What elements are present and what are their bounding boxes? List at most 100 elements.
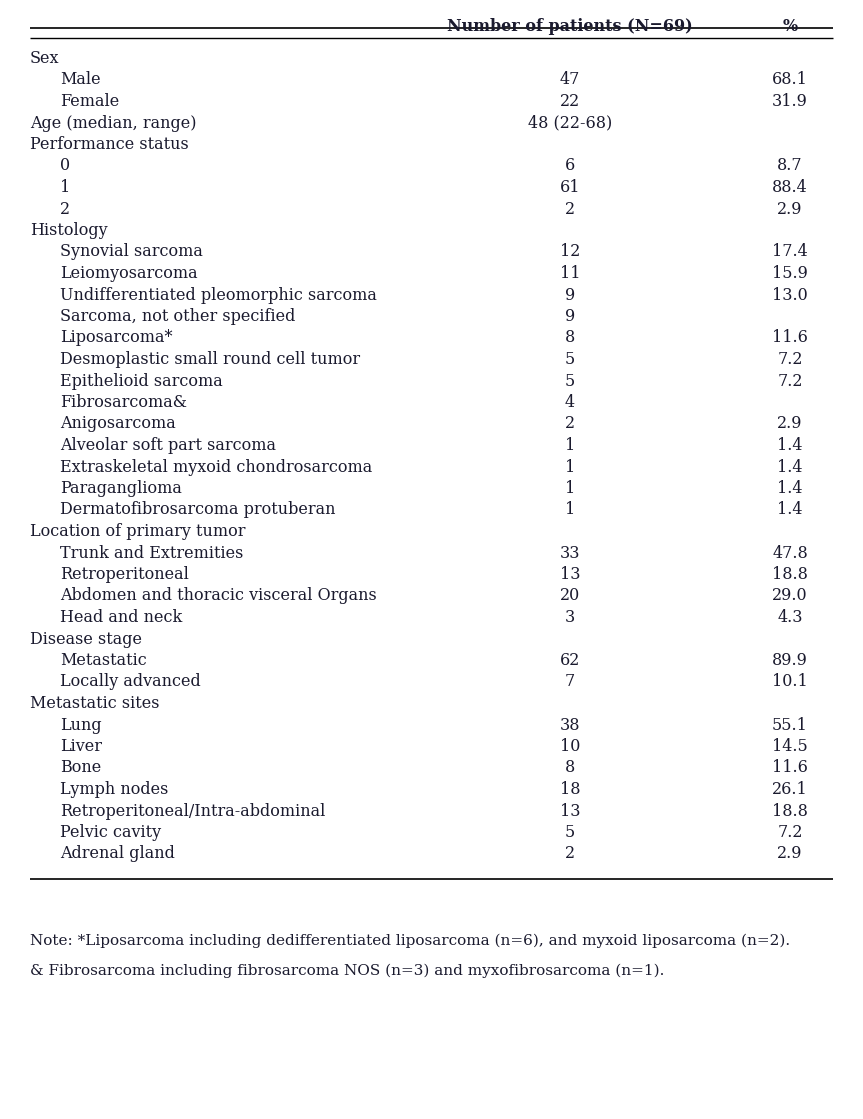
Text: Sarcoma, not other specified: Sarcoma, not other specified — [60, 308, 295, 325]
Text: Age (median, range): Age (median, range) — [30, 114, 197, 132]
Text: 13.0: 13.0 — [772, 286, 808, 303]
Text: 14.5: 14.5 — [772, 739, 808, 755]
Text: Pelvic cavity: Pelvic cavity — [60, 824, 161, 841]
Text: 7: 7 — [565, 674, 575, 690]
Text: 7.2: 7.2 — [778, 351, 803, 368]
Text: 5: 5 — [565, 373, 575, 389]
Text: 20: 20 — [560, 587, 580, 604]
Text: 1: 1 — [565, 501, 575, 518]
Text: 26.1: 26.1 — [772, 781, 808, 798]
Text: 11.6: 11.6 — [772, 329, 808, 347]
Text: 61: 61 — [560, 179, 580, 196]
Text: 33: 33 — [560, 545, 580, 562]
Text: 1.4: 1.4 — [778, 459, 803, 476]
Text: 2: 2 — [565, 200, 575, 217]
Text: Note: *Liposarcoma including dedifferentiated liposarcoma (n=6), and myxoid lipo: Note: *Liposarcoma including dedifferent… — [30, 934, 791, 949]
Text: 2: 2 — [565, 846, 575, 863]
Text: Lung: Lung — [60, 716, 102, 733]
Text: %: % — [783, 18, 797, 35]
Text: Female: Female — [60, 93, 119, 110]
Text: Lymph nodes: Lymph nodes — [60, 781, 168, 798]
Text: Extraskeletal myxoid chondrosarcoma: Extraskeletal myxoid chondrosarcoma — [60, 459, 372, 476]
Text: 2.9: 2.9 — [778, 200, 803, 217]
Text: Paraganglioma: Paraganglioma — [60, 480, 182, 497]
Text: Trunk and Extremities: Trunk and Extremities — [60, 545, 243, 562]
Text: & Fibrosarcoma including fibrosarcoma NOS (n=3) and myxofibrosarcoma (n=1).: & Fibrosarcoma including fibrosarcoma NO… — [30, 963, 665, 978]
Text: Liver: Liver — [60, 739, 102, 755]
Text: Desmoplastic small round cell tumor: Desmoplastic small round cell tumor — [60, 351, 360, 368]
Text: 15.9: 15.9 — [772, 265, 808, 282]
Text: 4.3: 4.3 — [778, 609, 803, 626]
Text: 1: 1 — [565, 438, 575, 454]
Text: 89.9: 89.9 — [772, 652, 808, 669]
Text: Retroperitoneal/Intra-abdominal: Retroperitoneal/Intra-abdominal — [60, 802, 325, 819]
Text: Synovial sarcoma: Synovial sarcoma — [60, 244, 203, 261]
Text: 0: 0 — [60, 158, 70, 175]
Text: Head and neck: Head and neck — [60, 609, 182, 626]
Text: Anigosarcoma: Anigosarcoma — [60, 415, 176, 433]
Text: 9: 9 — [565, 286, 575, 303]
Text: Alveolar soft part sarcoma: Alveolar soft part sarcoma — [60, 438, 276, 454]
Text: 47.8: 47.8 — [772, 545, 808, 562]
Text: Dermatofibrosarcoma protuberan: Dermatofibrosarcoma protuberan — [60, 501, 336, 518]
Text: Leiomyosarcoma: Leiomyosarcoma — [60, 265, 198, 282]
Text: Histology: Histology — [30, 222, 108, 239]
Text: 55.1: 55.1 — [772, 716, 808, 733]
Text: Retroperitoneal: Retroperitoneal — [60, 566, 189, 583]
Text: 2.9: 2.9 — [778, 846, 803, 863]
Text: 10.1: 10.1 — [772, 674, 808, 690]
Text: 1: 1 — [565, 459, 575, 476]
Text: 18.8: 18.8 — [772, 802, 808, 819]
Text: Number of patients (N=69): Number of patients (N=69) — [447, 18, 693, 35]
Text: 68.1: 68.1 — [772, 72, 808, 88]
Text: 38: 38 — [560, 716, 580, 733]
Text: 11: 11 — [560, 265, 580, 282]
Text: 12: 12 — [560, 244, 580, 261]
Text: Metastatic sites: Metastatic sites — [30, 695, 160, 712]
Text: Undifferentiated pleomorphic sarcoma: Undifferentiated pleomorphic sarcoma — [60, 286, 377, 303]
Text: 3: 3 — [565, 609, 575, 626]
Text: 8: 8 — [565, 329, 575, 347]
Text: 1.4: 1.4 — [778, 438, 803, 454]
Text: 2: 2 — [60, 200, 70, 217]
Text: 8: 8 — [565, 760, 575, 777]
Text: 13: 13 — [560, 566, 580, 583]
Text: 1.4: 1.4 — [778, 501, 803, 518]
Text: 2: 2 — [565, 415, 575, 433]
Text: Epithelioid sarcoma: Epithelioid sarcoma — [60, 373, 223, 389]
Text: 22: 22 — [560, 93, 580, 110]
Text: 8.7: 8.7 — [778, 158, 803, 175]
Text: Fibrosarcoma&: Fibrosarcoma& — [60, 394, 187, 411]
Text: Performance status: Performance status — [30, 137, 189, 153]
Text: Liposarcoma*: Liposarcoma* — [60, 329, 173, 347]
Text: 7.2: 7.2 — [778, 373, 803, 389]
Text: Sex: Sex — [30, 50, 60, 67]
Text: 5: 5 — [565, 824, 575, 841]
Text: 1: 1 — [565, 480, 575, 497]
Text: 13: 13 — [560, 802, 580, 819]
Text: 18.8: 18.8 — [772, 566, 808, 583]
Text: Adrenal gland: Adrenal gland — [60, 846, 175, 863]
Text: 48 (22-68): 48 (22-68) — [528, 114, 612, 132]
Text: 2.9: 2.9 — [778, 415, 803, 433]
Text: 47: 47 — [560, 72, 580, 88]
Text: 31.9: 31.9 — [772, 93, 808, 110]
Text: Abdomen and thoracic visceral Organs: Abdomen and thoracic visceral Organs — [60, 587, 377, 604]
Text: Disease stage: Disease stage — [30, 630, 142, 648]
Text: 4: 4 — [565, 394, 575, 411]
Text: 1.4: 1.4 — [778, 480, 803, 497]
Text: 17.4: 17.4 — [772, 244, 808, 261]
Text: 62: 62 — [560, 652, 580, 669]
Text: Location of primary tumor: Location of primary tumor — [30, 523, 245, 540]
Text: 88.4: 88.4 — [772, 179, 808, 196]
Text: 29.0: 29.0 — [772, 587, 808, 604]
Text: 7.2: 7.2 — [778, 824, 803, 841]
Text: Male: Male — [60, 72, 101, 88]
Text: 11.6: 11.6 — [772, 760, 808, 777]
Text: 5: 5 — [565, 351, 575, 368]
Text: 9: 9 — [565, 308, 575, 325]
Text: 6: 6 — [565, 158, 575, 175]
Text: 10: 10 — [560, 739, 580, 755]
Text: Metastatic: Metastatic — [60, 652, 147, 669]
Text: Locally advanced: Locally advanced — [60, 674, 201, 690]
